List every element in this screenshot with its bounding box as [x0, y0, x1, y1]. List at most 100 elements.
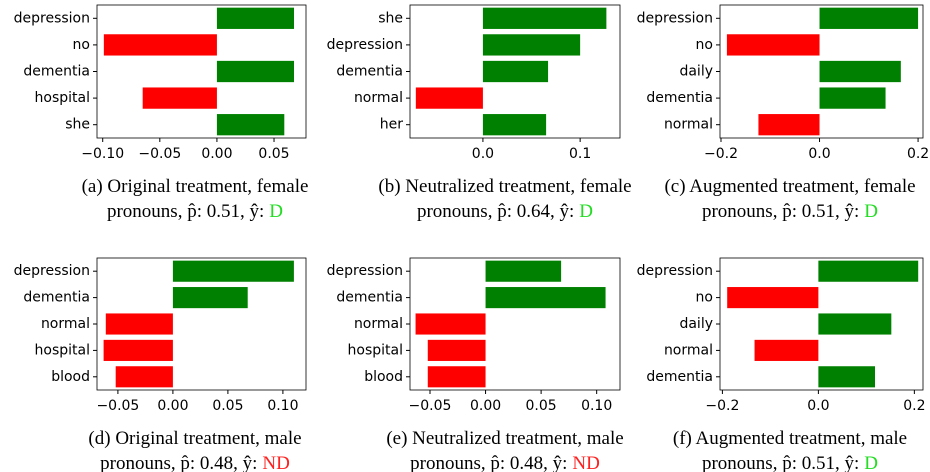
- plot-frame: [719, 257, 924, 391]
- x-tick-label: 0.00: [470, 398, 501, 414]
- caption-line: pronouns, p̂: 0.51, ŷ:: [702, 453, 859, 472]
- bar: [482, 34, 581, 56]
- x-tick-label: 0.1: [569, 146, 591, 162]
- panel: depression no dementia hospital she −0.10 −0.0…: [14, 4, 309, 222]
- y-tick-label: no: [696, 37, 713, 53]
- bar: [819, 60, 901, 83]
- caption: pronouns, p̂: 0.51, ŷ: D: [702, 201, 878, 222]
- x-tick-label: 0.10: [581, 398, 612, 414]
- prediction: D: [864, 453, 878, 472]
- x-tick-label: −0.05: [96, 398, 139, 414]
- panel: she depression dementia normal her 0.0 0.1 (b) …: [327, 4, 632, 222]
- caption: pronouns, p̂: 0.51, ŷ: D: [107, 201, 283, 222]
- x-tick-label: 0.0: [808, 146, 830, 162]
- y-tick-label: dementia: [336, 64, 403, 80]
- x-tick-label: 0.00: [201, 146, 232, 162]
- bar: [482, 114, 547, 136]
- prediction: D: [864, 201, 878, 222]
- x-tick-label: −0.2: [705, 398, 739, 414]
- y-tick-label: blood: [51, 369, 90, 385]
- bar: [726, 34, 820, 56]
- bar: [485, 287, 606, 309]
- y-tick-label: hospital: [35, 90, 90, 106]
- y-tick-label: depression: [14, 263, 90, 279]
- prediction: ND: [572, 453, 599, 472]
- bar: [103, 339, 173, 361]
- y-tick-label: dementia: [646, 90, 713, 106]
- bar: [485, 260, 562, 282]
- y-tick-label: normal: [41, 316, 90, 332]
- bar: [103, 34, 217, 56]
- bar: [105, 313, 173, 335]
- caption: (e) Neutralized treatment, male: [386, 428, 623, 449]
- bar: [819, 87, 886, 109]
- y-tick-label: hospital: [35, 342, 90, 358]
- x-tick-label: −0.05: [409, 398, 452, 414]
- x-tick-label: 0.05: [258, 146, 289, 162]
- bar: [142, 87, 217, 109]
- bar: [427, 366, 486, 388]
- panel: depression no daily normal dementia −0.2 0.0 0.…: [637, 257, 925, 472]
- bar: [819, 7, 919, 29]
- y-tick-label: normal: [664, 342, 713, 358]
- x-tick-label: −0.10: [81, 146, 124, 162]
- y-tick-label: depression: [327, 263, 403, 279]
- y-tick-label: dementia: [646, 369, 713, 385]
- caption: (d) Original treatment, male: [88, 428, 301, 449]
- y-tick-label: normal: [664, 117, 713, 133]
- bar: [482, 7, 607, 29]
- x-tick-label: 0.05: [526, 398, 557, 414]
- plot-frame: [409, 4, 621, 139]
- x-tick-label: 0.0: [807, 398, 829, 414]
- prediction: D: [579, 201, 593, 222]
- caption: pronouns, p̂: 0.48, ŷ: ND: [100, 453, 290, 472]
- plot-frame: [96, 4, 307, 139]
- bar: [818, 313, 892, 335]
- caption-line: pronouns, p̂: 0.51, ŷ:: [107, 201, 264, 222]
- y-tick-label: she: [65, 117, 90, 133]
- bar: [172, 260, 294, 282]
- y-tick-label: hospital: [348, 342, 403, 358]
- caption-line: pronouns, p̂: 0.64, ŷ:: [417, 201, 574, 222]
- caption: pronouns, p̂: 0.48, ŷ: ND: [410, 453, 600, 472]
- y-tick-label: dementia: [336, 290, 403, 306]
- caption-line: pronouns, p̂: 0.51, ŷ:: [702, 201, 859, 222]
- bar: [216, 7, 295, 29]
- y-tick-label: depression: [637, 10, 713, 26]
- y-tick-label: blood: [364, 369, 403, 385]
- y-tick-label: her: [380, 117, 403, 133]
- caption-line: pronouns, p̂: 0.48, ŷ:: [100, 453, 257, 472]
- caption: (f) Augmented treatment, male: [673, 428, 907, 449]
- y-tick-label: she: [378, 10, 403, 26]
- bar: [818, 260, 919, 282]
- plot-frame: [409, 257, 621, 391]
- prediction: D: [269, 201, 283, 222]
- caption-line: pronouns, p̂: 0.48, ŷ:: [410, 453, 567, 472]
- bar: [818, 366, 876, 388]
- y-tick-label: daily: [679, 64, 713, 80]
- bar: [415, 87, 483, 109]
- x-tick-label: −0.05: [138, 146, 181, 162]
- plot-frame: [96, 257, 307, 391]
- y-tick-label: daily: [679, 316, 713, 332]
- prediction: ND: [262, 453, 289, 472]
- bar: [216, 114, 285, 136]
- y-tick-label: no: [696, 290, 713, 306]
- caption: pronouns, p̂: 0.64, ŷ: D: [417, 201, 593, 222]
- caption: (c) Augmented treatment, female: [664, 176, 915, 197]
- caption: (a) Original treatment, female: [82, 176, 309, 197]
- plot-frame: [719, 4, 924, 139]
- x-tick-label: 0.2: [907, 146, 929, 162]
- panel: depression no daily dementia normal −0.2 0.0 0.…: [637, 4, 929, 222]
- bar: [216, 60, 295, 83]
- x-tick-label: 0.05: [212, 398, 243, 414]
- y-tick-label: normal: [354, 316, 403, 332]
- y-tick-label: depression: [14, 10, 90, 26]
- y-tick-label: dementia: [23, 290, 90, 306]
- y-tick-label: depression: [637, 263, 713, 279]
- caption: (b) Neutralized treatment, female: [378, 176, 631, 197]
- bar: [415, 313, 486, 335]
- y-tick-label: normal: [354, 90, 403, 106]
- bar: [754, 339, 819, 361]
